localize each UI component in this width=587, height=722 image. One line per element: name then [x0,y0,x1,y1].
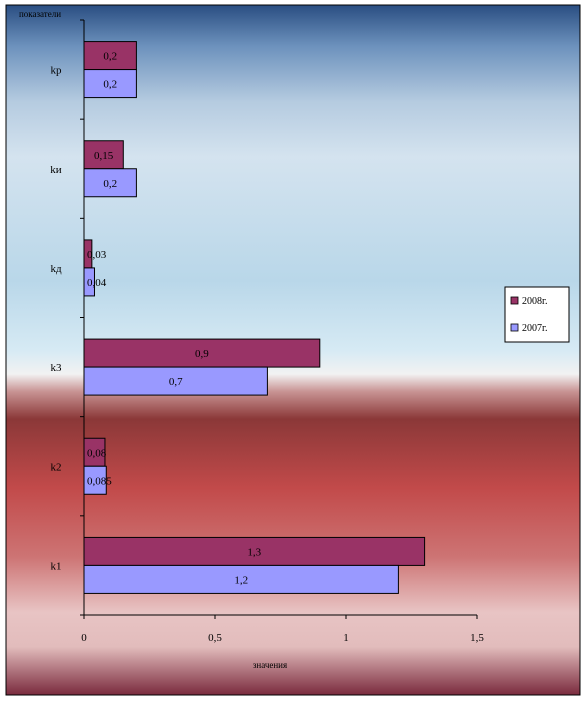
x-tick-label: 0,5 [208,632,222,644]
y-axis-title: показатели [19,9,61,19]
plot-area: kp kи kд k3 k2 k1 0 0,5 1 1,5 0,2 0,2 0,15 0,2 0,03 0,0… [50,19,484,644]
data-label: 0,03 [87,249,107,261]
data-label: 0,2 [103,79,117,91]
bar [83,366,268,396]
legend-swatch-2008 [510,296,519,305]
bar [83,168,137,198]
data-label: 1,3 [247,546,261,558]
data-label: 0,9 [195,348,209,360]
x-tick-label: 1,5 [470,632,484,644]
bar [83,338,321,368]
x-tick-label: 1 [343,632,349,644]
data-label: 0,085 [87,475,112,487]
bar [83,465,107,495]
legend: 2008г. 2007г. [504,286,570,343]
data-label: 0,2 [103,178,117,190]
data-label: 0,2 [103,51,117,63]
x-tick-label: 0 [81,632,87,644]
bar [83,536,426,566]
x-axis-title: значения [253,660,287,670]
y-tick-label: k2 [51,461,62,473]
legend-label-2007: 2007г. [522,323,547,334]
bar [83,267,95,297]
y-tick-label: k3 [51,362,63,374]
data-label: 1,2 [234,574,248,586]
y-tick-label: kи [50,164,62,176]
legend-box [504,286,570,343]
bar [83,140,124,170]
bar [83,69,137,99]
data-label: 0,08 [87,447,107,459]
data-label: 0,7 [169,376,183,388]
y-tick-label: k1 [51,560,62,572]
y-tick-label: kp [51,65,63,77]
legend-swatch-2007 [510,323,519,332]
y-tick-label: kд [50,263,62,275]
bar [83,41,137,71]
data-label: 0,04 [87,277,107,289]
data-label: 0,15 [94,150,114,162]
legend-label-2008: 2008г. [522,296,547,307]
bar [83,564,399,594]
